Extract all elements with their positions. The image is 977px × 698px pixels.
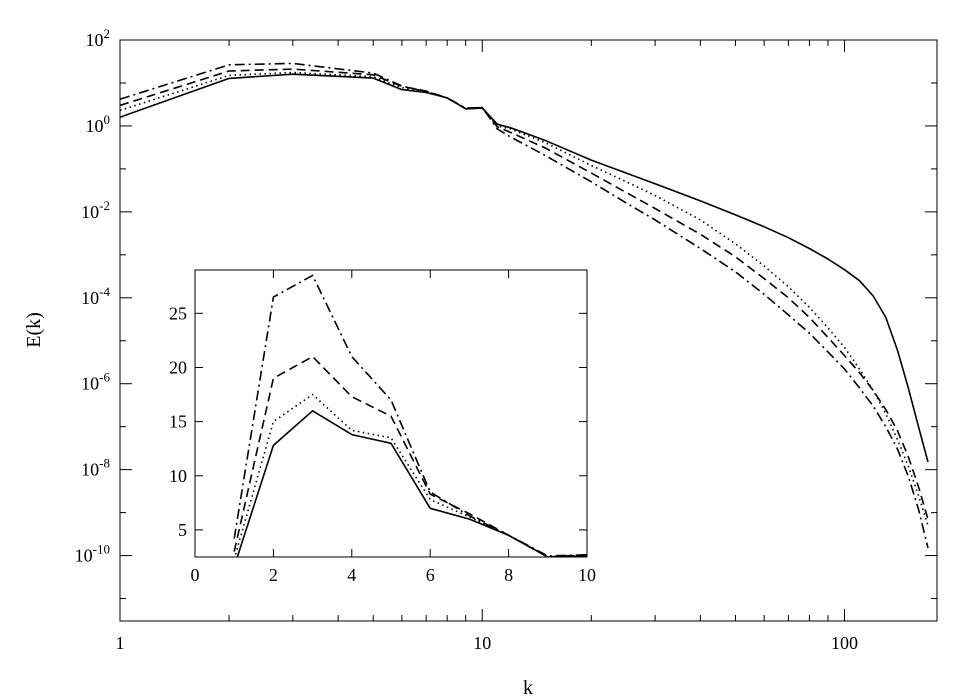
main-series-line-dash-dot xyxy=(120,62,929,549)
main-y-tick-label: 10-6 xyxy=(81,370,110,394)
main-y-tick-label: 10-10 xyxy=(75,542,110,566)
main-series-line-solid xyxy=(120,73,929,463)
inset-y-tick-label: 5 xyxy=(178,520,187,540)
inset-x-tick-label: 2 xyxy=(269,565,278,585)
main-y-axis-label: E(k) xyxy=(23,312,45,348)
main-y-tick-label: 10-8 xyxy=(81,456,110,480)
inset-series-line-dash-dot xyxy=(233,274,587,557)
inset-background xyxy=(195,270,587,557)
inset-x-tick-label: 0 xyxy=(191,565,200,585)
inset-y-tick-label: 15 xyxy=(169,412,187,432)
inset-series-line-dashed xyxy=(233,355,587,557)
main-x-tick-label: 1 xyxy=(116,633,125,653)
inset-x-tick-label: 4 xyxy=(347,565,356,585)
inset-y-axis: 5 10 15 20 25 xyxy=(169,303,587,540)
main-plot-frame xyxy=(119,39,938,622)
main-y-tick-label: 10-4 xyxy=(81,284,110,308)
inset-x-tick-label: 8 xyxy=(504,565,513,585)
inset-x-axis: 0 2 4 6 8 10 xyxy=(191,270,596,585)
main-series-group xyxy=(120,62,929,549)
main-x-axis: 1 10 100 xyxy=(116,40,858,653)
main-x-tick-label: 100 xyxy=(831,633,858,653)
main-x-tick-label: 10 xyxy=(473,633,491,653)
inset-x-tick-label: 6 xyxy=(426,565,435,585)
inset-series-group xyxy=(233,274,587,557)
inset-x-tick-label: 10 xyxy=(578,565,596,585)
inset-plot-frame xyxy=(194,269,588,558)
main-y-tick-label: 102 xyxy=(86,26,111,50)
inset-plot: 0 2 4 6 8 10 5 10 15 20 25 xyxy=(169,269,596,585)
main-y-tick-label: 100 xyxy=(86,112,111,136)
main-series-line-dashed xyxy=(120,68,929,520)
main-y-tick-label: 10-2 xyxy=(81,198,110,222)
inset-y-tick-label: 25 xyxy=(169,303,187,323)
inset-y-tick-label: 20 xyxy=(169,357,187,377)
inset-y-tick-label: 10 xyxy=(169,466,187,486)
main-x-axis-label: k xyxy=(523,677,533,698)
